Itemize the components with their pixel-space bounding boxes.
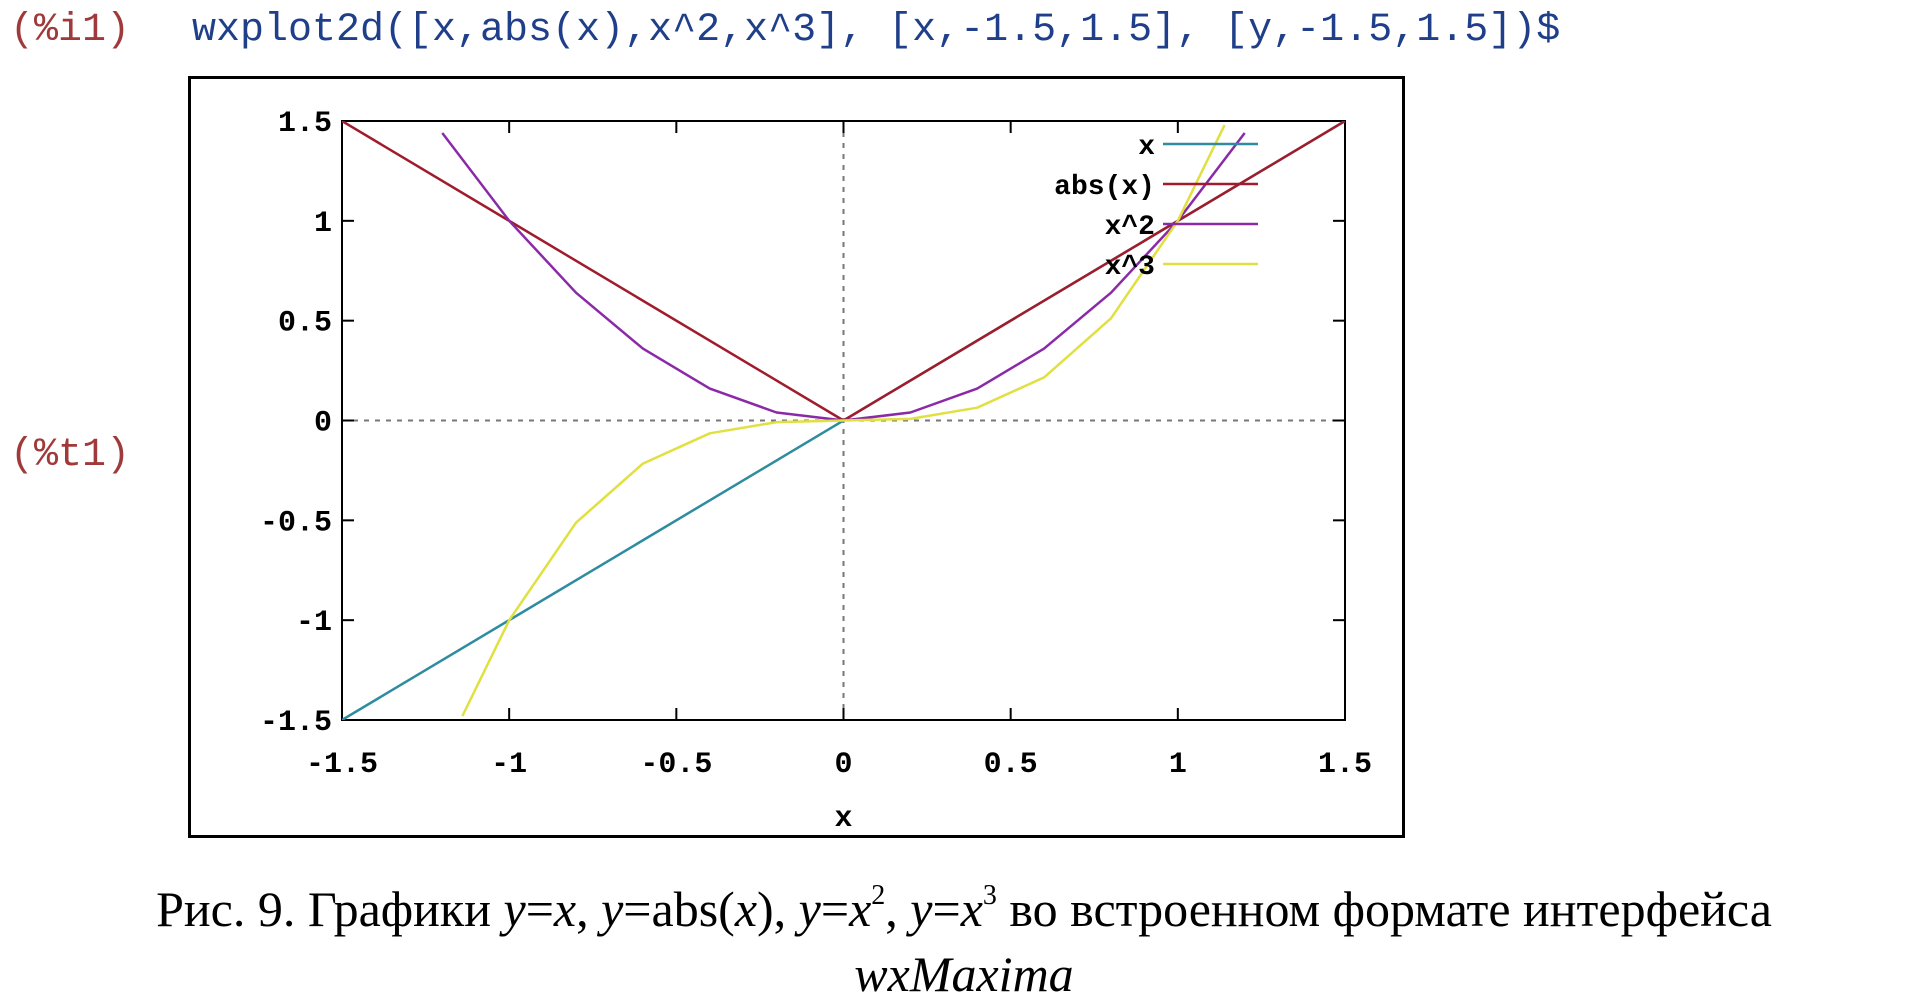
x-axis-label: x	[834, 802, 852, 836]
legend-label-3: x^2	[1105, 212, 1155, 243]
caption-var-y3: y	[798, 881, 821, 937]
y-tick-label: -0.5	[260, 506, 332, 540]
x-tick-label: -1	[491, 748, 527, 782]
legend-label-4: x^3	[1105, 252, 1155, 283]
legend-label-2: abs(x)	[1054, 172, 1155, 203]
plot-border	[188, 76, 1405, 838]
caption-sep2: ,	[773, 881, 799, 937]
output-prompt-label: (%t1)	[10, 433, 131, 478]
caption-var-y1: y	[503, 881, 526, 937]
caption-var-y4: y	[910, 881, 933, 937]
figure-caption: Рис. 9. Графики y=x, y=abs(x), y=x2, y=x…	[0, 880, 1928, 938]
y-tick-label: 1.5	[278, 107, 332, 141]
x-tick-label: -1.5	[306, 748, 378, 782]
caption-var-x2: x	[734, 881, 758, 937]
caption-app-name: wxMaxima	[854, 946, 1074, 1002]
x-tick-label: 0	[834, 748, 852, 782]
caption-sep1: ,	[576, 881, 602, 937]
x-tick-label: 1.5	[1318, 748, 1372, 782]
caption-abs-close: )	[757, 881, 774, 937]
caption-eq2: =	[623, 881, 652, 937]
input-prompt-label: (%i1)	[10, 8, 131, 53]
caption-var-x3: x	[849, 881, 872, 937]
x-tick-label: -0.5	[640, 748, 712, 782]
y-tick-label: 0.5	[278, 307, 332, 341]
y-tick-label: 1	[314, 207, 332, 241]
y-tick-label: -1	[296, 606, 332, 640]
x-tick-label: 1	[1169, 748, 1187, 782]
caption-var-y2: y	[601, 881, 624, 937]
y-tick-label: 0	[314, 407, 332, 441]
caption-suffix: во встроенном формате интерфейса	[996, 881, 1772, 937]
caption-abs-open: abs(	[651, 881, 735, 937]
input-command[interactable]: wxplot2d([x,abs(x),x^2,x^3], [x,-1.5,1.5…	[192, 8, 1561, 53]
caption-eq4: =	[932, 881, 961, 937]
caption-exp3: 3	[982, 880, 997, 911]
series-line-4	[461, 124, 1226, 717]
caption-var-x1: x	[553, 881, 577, 937]
caption-sep3: ,	[885, 881, 911, 937]
caption-eq1: =	[525, 881, 554, 937]
y-tick-label: -1.5	[260, 706, 332, 740]
caption-var-x4: x	[960, 881, 983, 937]
figure-caption-line2: wxMaxima	[0, 945, 1928, 1003]
x-tick-label: 0.5	[984, 748, 1038, 782]
caption-prefix: Рис. 9. Графики	[156, 881, 504, 937]
legend-label-1: x	[1138, 132, 1155, 163]
plot-frame: -1.5 -1 -0.5 0 0.5 1 1.5 -1.5 -1 -0.5 0 0.5 1 1.5 x x ab…	[188, 76, 1405, 838]
caption-exp2: 2	[871, 880, 886, 911]
caption-eq3: =	[820, 881, 850, 937]
